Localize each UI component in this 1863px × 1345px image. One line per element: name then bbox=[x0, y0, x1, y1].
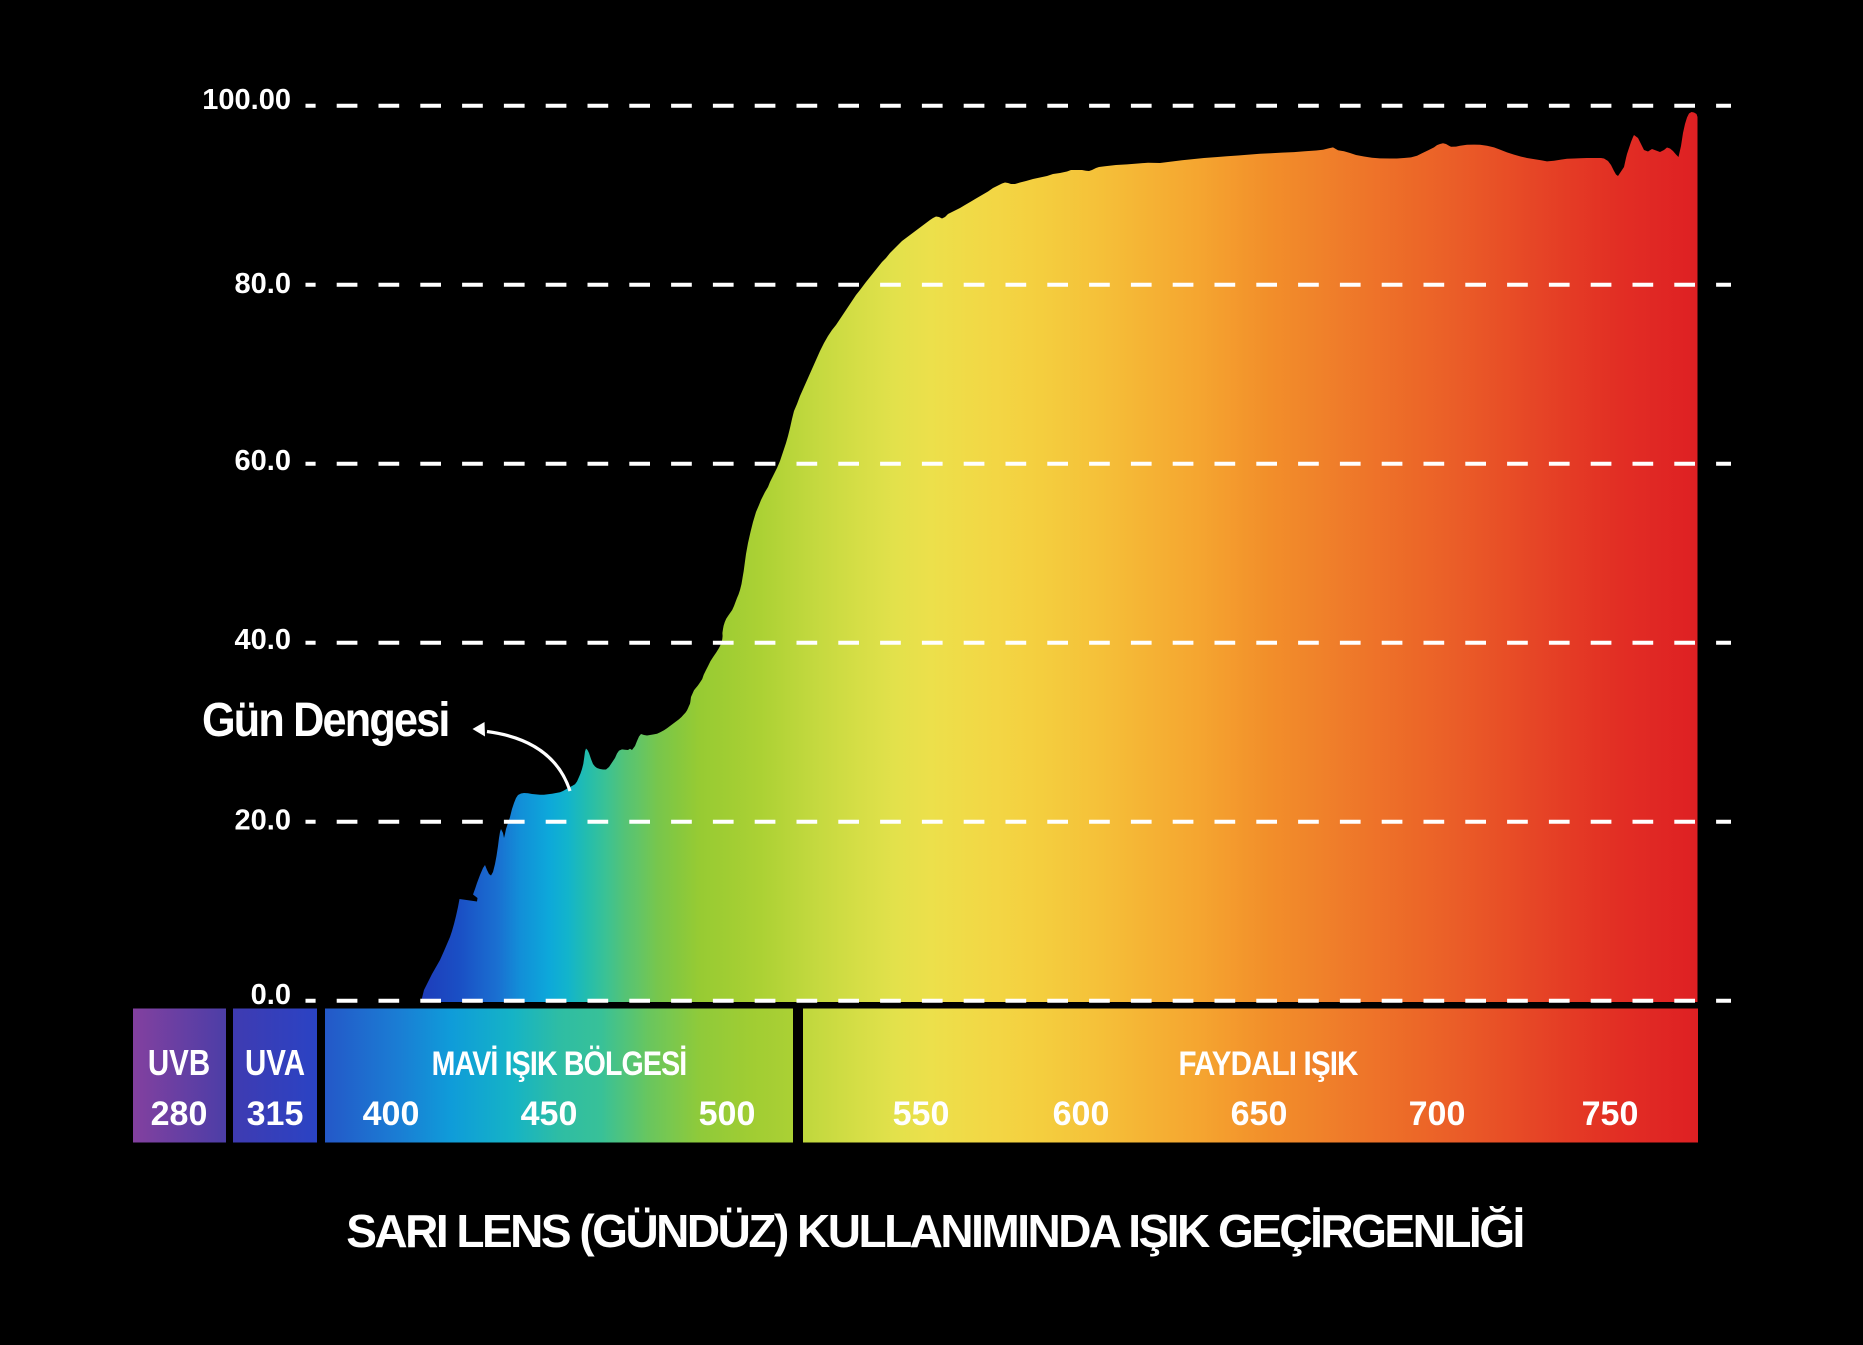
svg-text:650: 650 bbox=[1231, 1095, 1288, 1133]
svg-text:FAYDALI IŞIK: FAYDALI IŞIK bbox=[1178, 1044, 1358, 1082]
svg-text:MAVİ IŞIK BÖLGESİ: MAVİ IŞIK BÖLGESİ bbox=[432, 1045, 687, 1083]
svg-text:750: 750 bbox=[1582, 1095, 1639, 1133]
svg-text:UVB: UVB bbox=[148, 1042, 210, 1082]
svg-text:SARI LENS (GÜNDÜZ) KULLANIMIND: SARI LENS (GÜNDÜZ) KULLANIMINDA IŞIK GEÇ… bbox=[346, 1205, 1523, 1257]
svg-text:450: 450 bbox=[521, 1095, 578, 1133]
svg-text:40.0: 40.0 bbox=[235, 624, 291, 656]
svg-text:315: 315 bbox=[247, 1095, 304, 1133]
svg-text:100.00: 100.00 bbox=[202, 84, 291, 116]
svg-text:20.0: 20.0 bbox=[235, 805, 291, 837]
svg-text:UVA: UVA bbox=[245, 1042, 305, 1082]
svg-text:600: 600 bbox=[1053, 1095, 1110, 1133]
svg-text:550: 550 bbox=[893, 1095, 950, 1133]
svg-text:80.0: 80.0 bbox=[235, 268, 291, 300]
svg-text:280: 280 bbox=[151, 1095, 208, 1133]
svg-text:400: 400 bbox=[363, 1095, 420, 1133]
svg-text:60.0: 60.0 bbox=[235, 445, 291, 477]
svg-text:Gün Dengesi: Gün Dengesi bbox=[202, 693, 449, 747]
svg-text:500: 500 bbox=[699, 1095, 756, 1133]
svg-text:700: 700 bbox=[1409, 1095, 1466, 1133]
svg-text:0.0: 0.0 bbox=[251, 979, 291, 1011]
